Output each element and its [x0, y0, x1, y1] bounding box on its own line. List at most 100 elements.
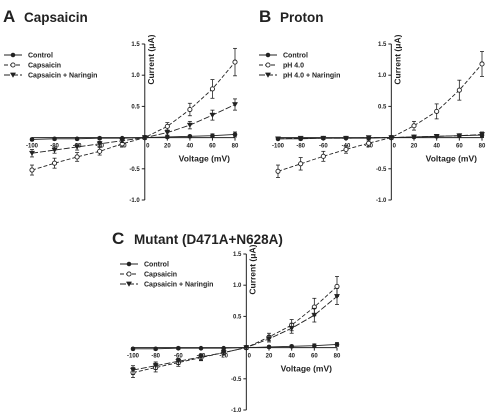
series-0: [275, 132, 485, 142]
series-2: [28, 98, 239, 158]
data-point: [232, 59, 238, 65]
x-tick-label: -80: [296, 144, 305, 150]
data-point: [130, 346, 136, 352]
y-tick-label: -1.0: [231, 408, 242, 414]
legend-marker: [265, 62, 271, 68]
series-line: [132, 296, 338, 371]
data-point: [320, 135, 327, 142]
data-point: [311, 312, 318, 318]
panel-title: Mutant (D471A+N628A): [134, 232, 283, 247]
legend-label: Capsaicin + Naringin: [28, 73, 97, 80]
legend-label: Control: [28, 53, 53, 60]
panel-letter: B: [259, 7, 271, 26]
data-point: [274, 136, 282, 142]
y-tick-label: 0.5: [233, 314, 242, 320]
data-point: [197, 354, 205, 360]
data-point: [366, 140, 372, 146]
data-point: [232, 132, 238, 137]
y-axis-label: Current (μA): [247, 244, 257, 294]
legend-marker: [264, 72, 272, 78]
x-tick-label: 0: [146, 144, 150, 150]
series-line: [31, 61, 236, 171]
x-tick-label: -60: [319, 144, 328, 150]
legend-marker: [10, 62, 16, 68]
y-tick-label: 1.5: [131, 42, 140, 48]
series-line: [132, 286, 338, 373]
y-tick-label: 0.5: [378, 104, 387, 110]
panel-b: BProton-100-80-60-40-20020406080-1.0-0.5…: [259, 7, 486, 204]
panel-letter: C: [112, 229, 124, 248]
legend-label: pH 4.0: [283, 63, 304, 70]
data-point: [209, 112, 216, 118]
data-point: [275, 168, 281, 174]
data-point: [333, 294, 341, 300]
data-point: [164, 130, 171, 136]
y-tick-label: -0.5: [376, 167, 387, 173]
series-1: [275, 51, 485, 178]
y-tick-label: 0.5: [131, 104, 140, 110]
x-tick-label: 0: [248, 354, 252, 360]
data-point: [52, 136, 57, 142]
y-tick-label: 1.0: [233, 283, 242, 289]
x-tick-label: 20: [266, 354, 273, 360]
data-point: [187, 106, 193, 113]
data-point: [51, 147, 58, 153]
data-point: [209, 86, 215, 92]
legend: Control pH 4.0 pH 4.0 + Naringin: [259, 53, 340, 80]
series-2: [129, 287, 341, 375]
y-tick-label: 1.5: [233, 252, 242, 258]
panel-letter: A: [3, 7, 15, 26]
data-point: [52, 160, 58, 166]
data-point: [74, 154, 80, 160]
data-point: [74, 136, 80, 142]
x-tick-label: 40: [187, 144, 194, 150]
y-tick-label: -1.0: [129, 198, 140, 204]
data-point: [334, 342, 340, 347]
legend-marker: [9, 72, 17, 78]
x-tick-label: -60: [174, 354, 183, 360]
data-point: [478, 132, 486, 138]
data-point: [164, 123, 170, 129]
legend-marker: [125, 281, 133, 287]
data-point: [97, 135, 102, 141]
legend-marker: [265, 52, 271, 58]
data-point: [141, 135, 148, 141]
legend-label: Capsaicin: [28, 63, 61, 70]
legend-marker: [10, 52, 16, 58]
x-tick-label: -20: [219, 354, 228, 360]
y-axis-label: Current (μA): [146, 34, 156, 84]
x-tick-label: 60: [456, 144, 463, 150]
data-point: [266, 344, 272, 350]
data-point: [320, 153, 326, 159]
legend: Control Capsaicin Capsaicin + Naringin: [120, 262, 213, 289]
y-tick-label: 1.0: [131, 73, 140, 79]
x-tick-label: 0: [393, 144, 397, 150]
y-tick-label: -0.5: [231, 377, 242, 383]
data-point: [153, 346, 158, 352]
legend: Control Capsaicin Capsaicin + Naringin: [4, 53, 97, 80]
panel-a: ACapsaicin-100-80-60-40-20020406080-1.0-…: [3, 7, 239, 204]
series-line: [31, 104, 236, 154]
x-tick-label: 80: [479, 144, 486, 150]
legend-marker: [126, 271, 132, 277]
series-2: [274, 131, 486, 142]
x-tick-label: 40: [433, 144, 440, 150]
series-0: [130, 342, 340, 352]
data-point: [334, 283, 340, 289]
data-point: [388, 135, 395, 141]
data-point: [231, 102, 239, 108]
data-point: [187, 134, 193, 139]
series-line: [31, 134, 236, 140]
x-axis-label: Voltage (mV): [426, 154, 477, 164]
x-tick-label: 20: [411, 144, 418, 150]
data-point: [434, 108, 440, 114]
y-tick-label: 1.5: [378, 42, 387, 48]
data-point: [289, 344, 294, 349]
data-point: [410, 134, 418, 140]
data-point: [312, 343, 317, 349]
data-point: [265, 336, 273, 342]
panel-title: Proton: [280, 10, 324, 25]
data-point: [175, 358, 182, 365]
data-point: [176, 345, 181, 351]
